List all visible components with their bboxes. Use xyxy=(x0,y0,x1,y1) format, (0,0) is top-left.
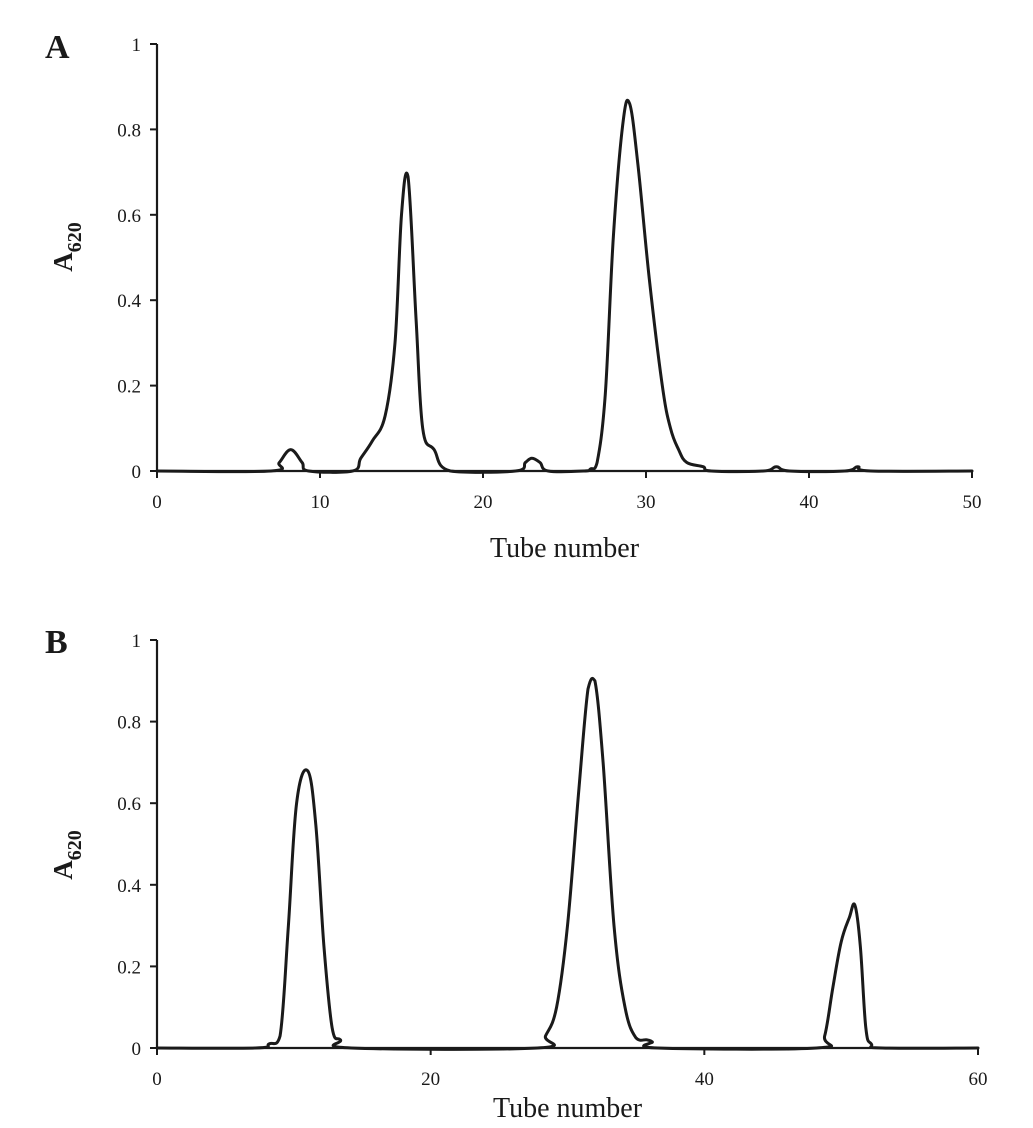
y-tick-label: 0.2 xyxy=(117,957,141,978)
x-tick-label: 30 xyxy=(637,492,656,513)
x-axis-title: Tube number xyxy=(493,1093,643,1124)
x-tick-label: 0 xyxy=(152,1069,162,1090)
y-axis-title: A620 xyxy=(48,830,86,880)
x-tick-label: 20 xyxy=(474,492,493,513)
y-axis-title-text: A620 xyxy=(48,222,86,272)
x-tick-label: 0 xyxy=(152,492,162,513)
y-axis-title-text: A620 xyxy=(48,830,86,880)
y-tick-label: 0.2 xyxy=(117,377,141,398)
x-tick-label: 40 xyxy=(800,492,819,513)
y-tick-label: 0.4 xyxy=(117,291,141,312)
y-tick-label: 1 xyxy=(132,35,142,56)
y-axis-title-subscript: 620 xyxy=(64,222,86,252)
chart-panel-b: B 0 0.2 0.4 0.6 0.8 1 0 20 40 60 Tube number A620 xyxy=(45,624,988,1124)
y-axis-title: A620 xyxy=(48,222,86,272)
y-tick-label: 0.6 xyxy=(117,206,141,227)
x-tick-label: 10 xyxy=(311,492,330,513)
series-line xyxy=(155,676,980,1051)
y-axis-title-main: A xyxy=(48,860,78,880)
y-tick-label: 0.4 xyxy=(117,876,141,897)
y-tick-label: 0.6 xyxy=(117,794,141,815)
x-tick-label: 20 xyxy=(421,1069,440,1090)
y-tick-label: 0.8 xyxy=(117,713,141,734)
x-axis-title: Tube number xyxy=(490,533,640,564)
x-tick-label: 60 xyxy=(969,1069,988,1090)
y-tick-label: 0.8 xyxy=(117,120,141,141)
panel-label: A xyxy=(45,29,70,66)
y-tick-label: 1 xyxy=(132,631,142,652)
y-tick-label: 0 xyxy=(132,1039,142,1060)
x-tick-label: 50 xyxy=(963,492,982,513)
series-line xyxy=(155,98,974,474)
y-axis-title-subscript: 620 xyxy=(64,830,86,860)
y-tick-label: 0 xyxy=(132,462,142,483)
panel-label: B xyxy=(45,624,68,661)
y-axis-title-main: A xyxy=(48,252,78,272)
x-tick-label: 40 xyxy=(695,1069,714,1090)
